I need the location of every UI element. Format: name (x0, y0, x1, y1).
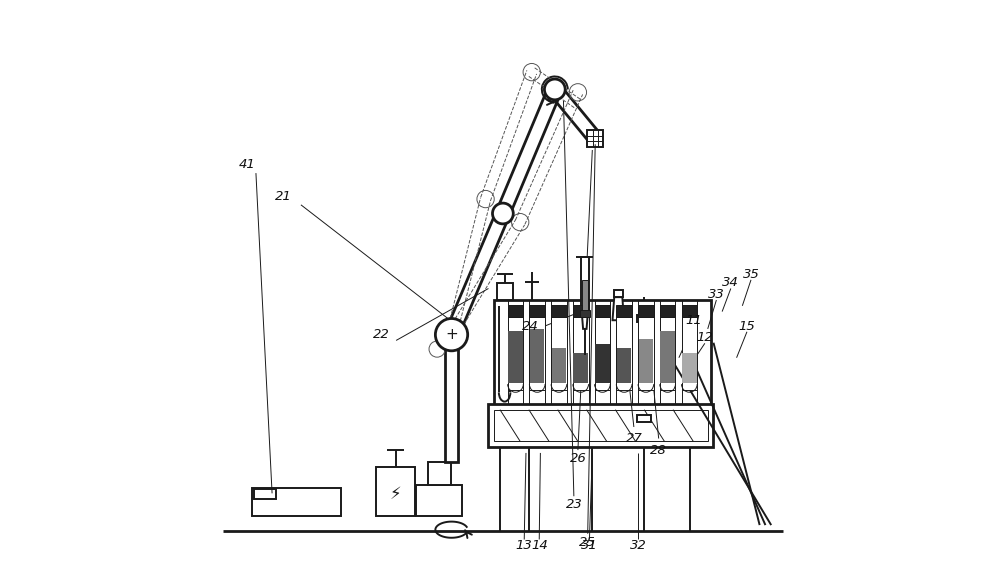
Bar (530, 328, 544, 383)
Bar (573, 305, 589, 317)
Bar (497, 283, 513, 300)
Bar (637, 315, 651, 322)
Text: 35: 35 (743, 268, 759, 280)
Text: 28: 28 (650, 444, 667, 456)
Bar (494, 410, 708, 441)
Text: ⚡: ⚡ (390, 485, 401, 503)
Bar (614, 290, 623, 297)
Polygon shape (613, 297, 624, 320)
Bar (616, 305, 632, 317)
Text: 11: 11 (685, 314, 702, 327)
Text: 31: 31 (581, 539, 598, 552)
Bar (638, 317, 654, 390)
Bar (428, 462, 451, 485)
Bar (508, 331, 523, 383)
Bar (581, 257, 589, 314)
Text: 26: 26 (570, 452, 586, 465)
Bar (508, 317, 523, 390)
Bar (616, 317, 632, 390)
Bar (580, 310, 590, 317)
Bar (617, 348, 631, 383)
Text: 25: 25 (579, 536, 596, 549)
Bar (595, 305, 610, 317)
Text: 32: 32 (630, 539, 647, 552)
Text: 41: 41 (239, 158, 256, 171)
Bar (582, 280, 588, 312)
Bar (682, 353, 697, 383)
Circle shape (492, 203, 513, 224)
Bar (529, 305, 545, 317)
Text: 24: 24 (522, 320, 539, 332)
Bar (573, 353, 588, 383)
Bar (682, 305, 697, 317)
Bar (494, 300, 711, 407)
Bar (637, 415, 651, 422)
Text: 27: 27 (625, 432, 642, 445)
Bar (682, 317, 697, 390)
Bar (508, 305, 523, 317)
Text: 15: 15 (739, 320, 755, 332)
Bar (595, 317, 610, 390)
Text: 33: 33 (708, 288, 725, 301)
Bar (445, 335, 458, 462)
Bar (660, 317, 675, 390)
Text: 12: 12 (696, 331, 713, 344)
Bar (416, 485, 462, 516)
Bar (551, 317, 567, 390)
Bar (552, 348, 566, 383)
Bar (587, 130, 603, 147)
Text: 13: 13 (516, 539, 533, 552)
Bar (660, 331, 675, 383)
Bar (252, 488, 341, 516)
Text: 14: 14 (531, 539, 548, 552)
Bar (573, 317, 589, 390)
Text: 21: 21 (275, 190, 292, 203)
Text: +: + (445, 327, 458, 342)
Bar (551, 305, 567, 317)
Bar (254, 489, 276, 499)
Bar (595, 344, 610, 383)
Circle shape (435, 319, 468, 351)
Bar (529, 317, 545, 390)
Bar (376, 467, 415, 516)
Text: 23: 23 (565, 499, 582, 511)
Polygon shape (582, 314, 588, 329)
Circle shape (544, 79, 565, 100)
Text: 22: 22 (373, 328, 390, 341)
Text: 34: 34 (722, 276, 739, 289)
Bar (488, 404, 713, 447)
Bar (639, 339, 653, 383)
Bar (660, 305, 675, 317)
Bar (638, 305, 654, 317)
